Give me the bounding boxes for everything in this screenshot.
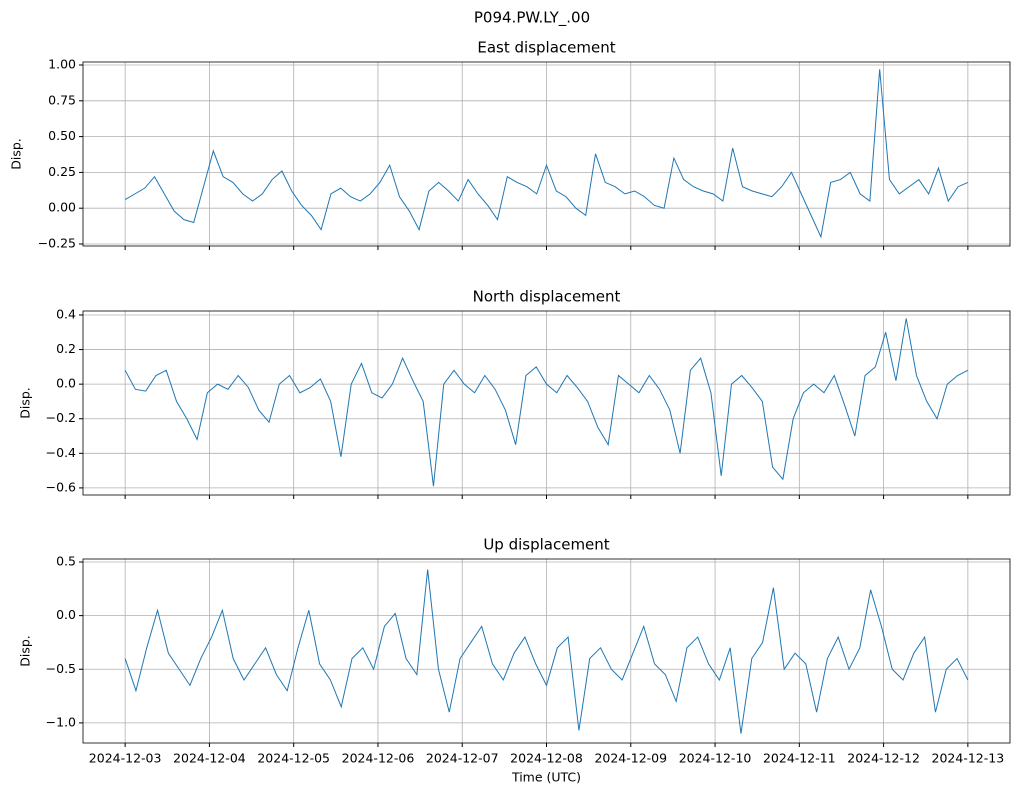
y-tick-label: 0.0 [56,607,76,622]
y-tick-label: −0.25 [38,235,76,250]
x-tick-label: 2024-12-12 [847,751,920,766]
x-tick-label: 2024-12-05 [257,751,330,766]
y-tick-label: 0.50 [48,128,76,143]
data-line [124,569,969,734]
axes-title: North displacement [473,288,621,306]
data-line [124,69,969,239]
axes-frame [82,558,1011,744]
y-axis-label: Disp. [18,635,33,667]
y-tick-label: −0.4 [46,445,76,460]
y-tick-label: 0.00 [48,200,76,215]
x-axis-label: Time (UTC) [511,770,581,785]
y-tick-label: 0.25 [48,164,76,179]
x-tick-label: 2024-12-13 [932,751,1005,766]
axes-frame [82,310,1011,496]
y-tick-label: 0.75 [48,92,76,107]
y-axis-label: Disp. [18,387,33,419]
y-tick-label: −0.5 [46,661,76,676]
x-tick-label: 2024-12-08 [510,751,583,766]
y-tick-label: 0.2 [56,341,76,356]
x-tick-label: 2024-12-11 [763,751,836,766]
x-tick-label: 2024-12-07 [426,751,499,766]
x-tick-label: 2024-12-10 [679,751,752,766]
y-tick-label: 0.0 [56,376,76,391]
x-tick-label: 2024-12-06 [342,751,415,766]
axes-frame [82,61,1011,247]
y-tick-label: −0.2 [46,410,76,425]
y-axis-label: Disp. [9,138,24,170]
x-tick-label: 2024-12-09 [594,751,667,766]
axes-title: East displacement [477,39,615,57]
axes-title: Up displacement [483,536,609,554]
x-tick-label: 2024-12-04 [173,751,246,766]
data-line [124,318,969,487]
y-tick-label: 0.4 [56,306,76,321]
x-tick-label: 2024-12-03 [89,751,162,766]
y-tick-label: 0.5 [56,554,76,569]
y-tick-label: −0.6 [46,479,76,494]
y-tick-label: −1.0 [46,714,76,729]
y-tick-label: 1.00 [48,57,76,72]
figure-title: P094.PW.LY_.00 [474,9,590,28]
